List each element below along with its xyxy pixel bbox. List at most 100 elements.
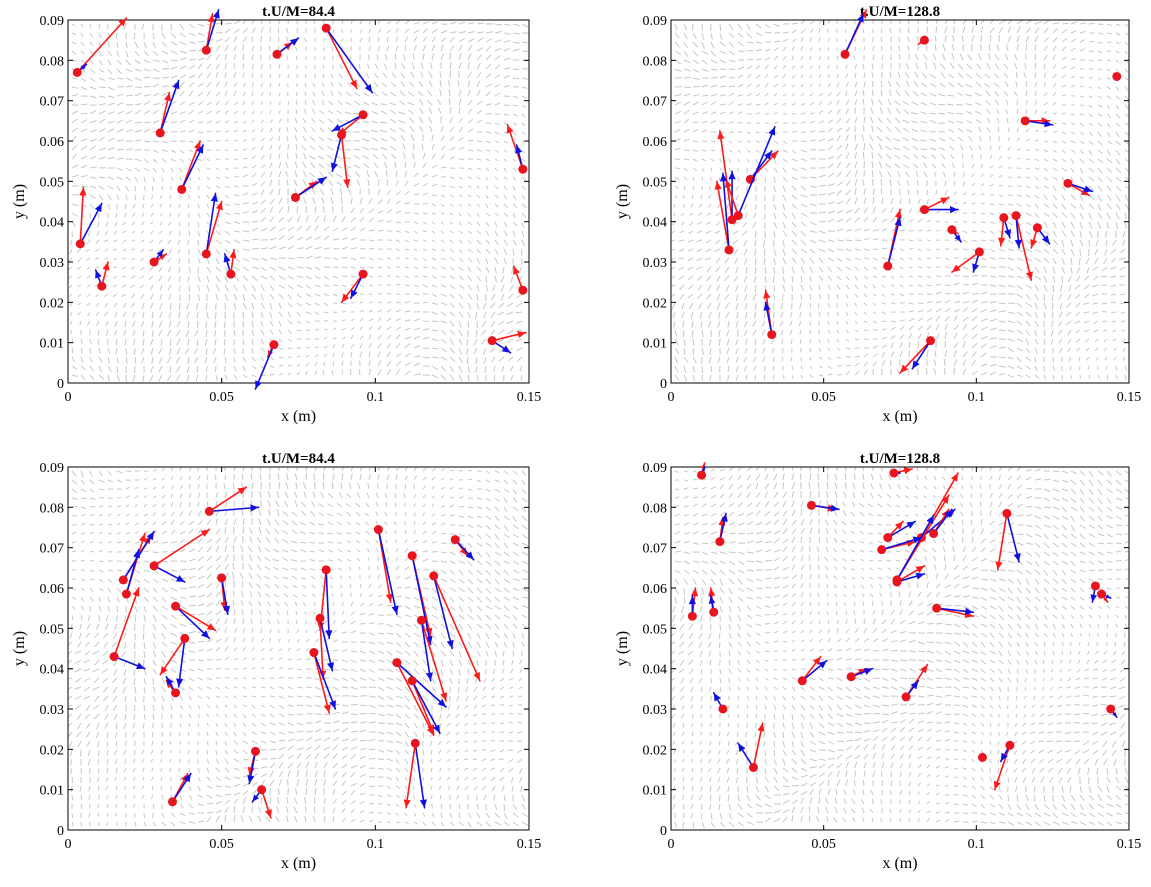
axes-box [67, 19, 530, 384]
particle-marker [269, 340, 279, 350]
particle-marker [724, 245, 734, 255]
particle-marker [321, 565, 331, 575]
particle-marker [149, 257, 159, 267]
velocity-field [671, 20, 1129, 382]
particle-velocity-arrow [998, 216, 1006, 247]
y-tick-label: 0.01 [40, 784, 65, 799]
x-tick-label: 0.1 [367, 390, 385, 405]
particle [121, 532, 146, 599]
velocity-field [671, 467, 1129, 829]
panel-title: t.U/M=84.4 [262, 451, 335, 467]
particle [1063, 178, 1094, 197]
particle [714, 172, 734, 255]
particle [1020, 116, 1054, 128]
fluid-velocity-arrow [377, 528, 399, 616]
fluid-velocity-arrow [113, 655, 146, 670]
fluid-velocity-arrow [420, 619, 434, 682]
particle-marker [929, 529, 939, 539]
particle [929, 508, 953, 539]
y-tick-label: 0.08 [643, 501, 668, 516]
ticks: 0 0.05 0.1 0.15 0 0.01 0.02 0.03 0.04 0.05 0.06 0.0… [40, 461, 542, 852]
velocity-field [68, 20, 529, 382]
particle [993, 740, 1015, 791]
particle [708, 587, 719, 617]
panel-title: t.U/M=128.8 [860, 451, 940, 467]
particle-marker [392, 658, 402, 668]
fluid-velocity-arrow [159, 79, 180, 134]
particle-velocity-arrow [725, 178, 739, 217]
particle-velocity-arrow [899, 339, 932, 374]
particle-velocity-arrow [174, 605, 217, 632]
particle-marker [1005, 740, 1015, 750]
particle [1011, 211, 1033, 281]
particle [840, 9, 868, 59]
particle [737, 722, 765, 772]
x-axis-label: x (m) [281, 408, 316, 425]
particle-velocity-arrow [432, 575, 481, 682]
y-tick-label: 0.06 [40, 582, 65, 597]
y-tick-label: 0.06 [643, 582, 668, 597]
particle-velocity-arrow [113, 587, 140, 658]
y-tick-label: 0.05 [40, 622, 65, 637]
particle-velocity-arrow [313, 651, 331, 714]
fluid-velocity-arrow [1024, 120, 1054, 128]
particle-marker [947, 225, 957, 235]
ticks: 0 0.05 0.1 0.15 0 0.01 0.02 0.03 0.04 0.05 0.06 0.0… [40, 14, 542, 405]
particle-velocity-arrow [411, 679, 435, 735]
particle [797, 655, 828, 686]
fluid-velocity-arrow [331, 113, 364, 132]
fluid-velocity-arrow [208, 504, 260, 513]
y-tick-label: 0.04 [40, 663, 65, 678]
panel-2: 0 0.05 0.1 0.15 0 0.01 0.02 0.03 0.04 0.05 0.06 0.0… [614, 4, 1141, 425]
particles [687, 462, 1118, 791]
particle [247, 746, 260, 785]
panel-3: 0 0.05 0.1 0.15 0 0.01 0.02 0.03 0.04 0.05 0.06 0.0… [11, 451, 541, 872]
particle [407, 551, 433, 646]
particle [1090, 581, 1100, 603]
fluid-velocity-arrow [1006, 512, 1021, 563]
particle-marker [358, 269, 368, 279]
particle [330, 130, 351, 189]
particle-marker [309, 648, 319, 658]
axes-box [67, 466, 530, 831]
particle [901, 663, 929, 702]
fluid-velocity-arrow [220, 577, 231, 616]
particle [416, 615, 448, 702]
fluid-velocity-arrow [1014, 214, 1022, 249]
particle-marker [373, 525, 383, 535]
particle [998, 213, 1012, 247]
particle [204, 486, 260, 516]
y-axis-label: y (m) [614, 631, 631, 666]
particle [917, 35, 929, 46]
particle-marker [806, 500, 816, 510]
particle-velocity-arrow [153, 528, 211, 567]
particle-velocity-arrow [491, 330, 527, 342]
particle-marker [217, 573, 227, 583]
particle [309, 648, 337, 714]
particles [714, 9, 1122, 374]
fluid-velocity-arrow [844, 13, 865, 56]
x-axis-label: x (m) [882, 408, 917, 425]
particle-marker [180, 633, 190, 643]
particle-marker [171, 688, 181, 698]
fluid-velocity-arrow [396, 661, 447, 708]
particle-velocity-arrow [923, 196, 950, 211]
particle-marker [72, 67, 82, 77]
particle [687, 587, 699, 621]
particle-marker [1090, 581, 1100, 591]
particle [877, 536, 923, 555]
fluid-velocity-arrow [454, 538, 475, 561]
x-tick-label: 0.1 [968, 837, 986, 852]
particle [177, 140, 205, 194]
y-tick-label: 0.09 [40, 461, 65, 476]
y-axis-label: y (m) [614, 184, 631, 219]
particle-velocity-arrow [420, 619, 448, 702]
particle-marker [1106, 704, 1116, 714]
particle-marker [250, 746, 260, 756]
particle [201, 192, 223, 259]
fluid-velocity-arrow [79, 202, 103, 245]
particle-marker [901, 692, 911, 702]
particle [1030, 223, 1051, 249]
x-tick-label: 0.05 [209, 390, 234, 405]
particles [109, 486, 481, 819]
